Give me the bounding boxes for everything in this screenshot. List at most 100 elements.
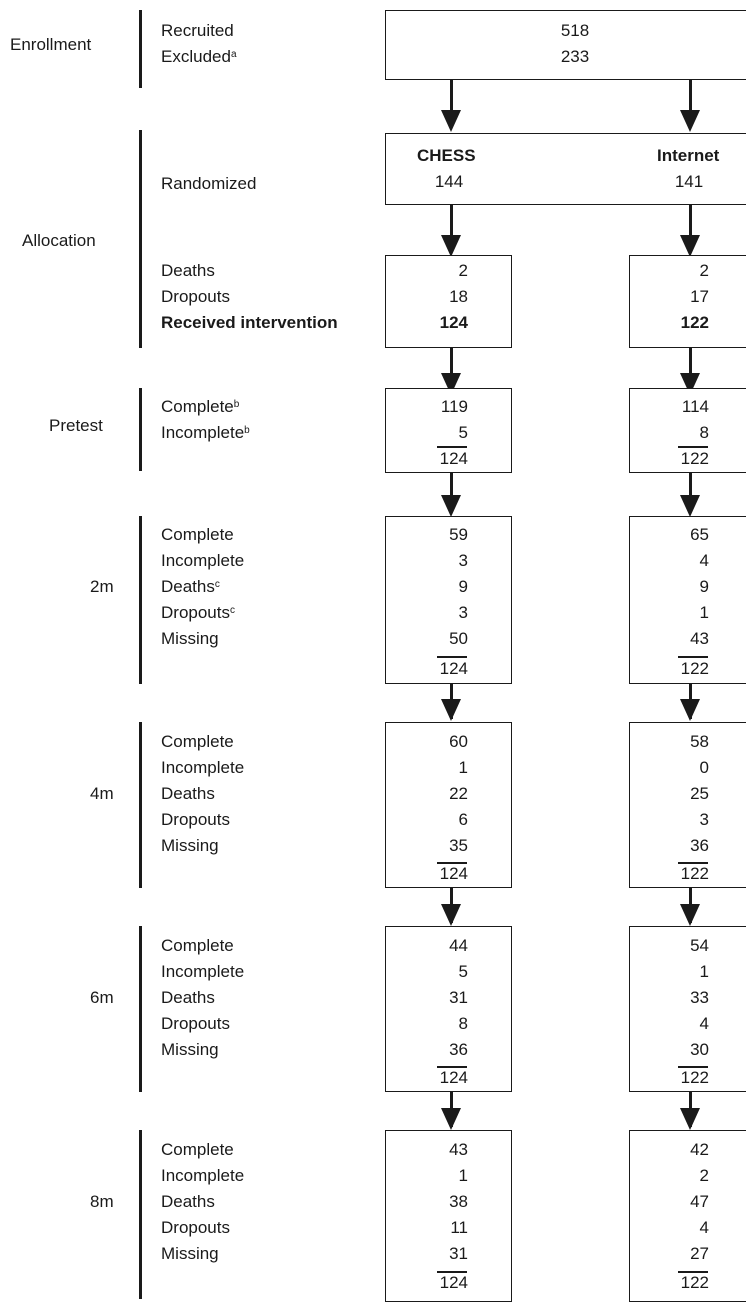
- internet-received: 122: [680, 313, 709, 332]
- stage-divider: [139, 388, 142, 471]
- deaths-text: Deaths: [161, 577, 215, 596]
- chess-pretest-total: 124: [439, 449, 468, 468]
- stage-divider: [139, 1130, 142, 1299]
- stage-label-8m: 8m: [90, 1192, 114, 1211]
- internet-6m-box: [629, 926, 746, 1092]
- recruited-label: Recruited: [161, 21, 234, 40]
- stage-label-pretest: Pretest: [49, 416, 103, 435]
- footnote-c: c: [214, 579, 220, 590]
- chess-4m-value: 22: [449, 784, 468, 803]
- chess-4m-value: 1: [458, 758, 468, 777]
- row-label-complete: Complete: [161, 732, 234, 751]
- chess-pretest-incomplete: 5: [458, 423, 468, 442]
- internet-allocation-box: [629, 255, 746, 348]
- internet-6m-value: 30: [690, 1040, 709, 1059]
- internet-2m-value: 9: [699, 577, 709, 596]
- excluded-value: 233: [560, 47, 590, 66]
- chess-8m-value: 1: [458, 1166, 468, 1185]
- randomized-box: [385, 133, 746, 205]
- chess-6m-value: 5: [458, 962, 468, 981]
- internet-8m-value: 2: [699, 1166, 709, 1185]
- internet-randomized: 141: [674, 172, 704, 191]
- chess-deaths: 2: [458, 261, 468, 280]
- total-rule: [678, 656, 708, 658]
- pretest-incomplete-label: Incompleteb: [161, 420, 250, 446]
- dropouts-text: Dropouts: [161, 603, 230, 622]
- footnote-a: a: [230, 49, 237, 60]
- chess-received: 124: [439, 313, 468, 332]
- received-intervention-label: Received intervention: [161, 313, 338, 332]
- chess-2m-total: 124: [439, 659, 468, 678]
- row-label-dropouts: Dropoutsc: [161, 600, 235, 626]
- row-label-complete: Complete: [161, 525, 234, 544]
- internet-6m-value: 33: [690, 988, 709, 1007]
- chess-2m-box: [385, 516, 512, 684]
- internet-pretest-total: 122: [680, 449, 709, 468]
- stage-divider: [139, 926, 142, 1092]
- chess-dropouts: 18: [449, 287, 468, 306]
- internet-8m-value: 27: [690, 1244, 709, 1263]
- recruited-value: 518: [560, 21, 590, 40]
- chess-6m-value: 31: [449, 988, 468, 1007]
- internet-4m-box: [629, 722, 746, 888]
- internet-8m-value: 4: [699, 1218, 709, 1237]
- stage-label-6m: 6m: [90, 988, 114, 1007]
- total-rule: [437, 656, 467, 658]
- dropouts-label: Dropouts: [161, 287, 230, 306]
- stage-divider: [139, 130, 142, 348]
- internet-6m-value: 4: [699, 1014, 709, 1033]
- chess-2m-value: 59: [449, 525, 468, 544]
- stage-label-enrollment: Enrollment: [10, 35, 92, 54]
- chess-header: CHESS: [417, 146, 476, 165]
- row-label-dropouts: Dropouts: [161, 1014, 230, 1033]
- row-label-complete: Complete: [161, 1140, 234, 1159]
- chess-2m-value: 3: [458, 603, 468, 622]
- chess-8m-box: [385, 1130, 512, 1302]
- row-label-incomplete: Incomplete: [161, 1166, 245, 1185]
- chess-2m-value: 50: [449, 629, 468, 648]
- chess-8m-total: 124: [439, 1273, 468, 1292]
- internet-4m-value: 0: [699, 758, 709, 777]
- chess-6m-value: 44: [449, 936, 468, 955]
- chess-4m-total: 124: [439, 864, 468, 883]
- internet-4m-total: 122: [680, 864, 709, 883]
- row-label-missing: Missing: [161, 1244, 219, 1263]
- total-rule: [678, 1271, 708, 1273]
- internet-4m-value: 25: [690, 784, 709, 803]
- footnote-c: c: [229, 605, 235, 616]
- row-label-incomplete: Incomplete: [161, 551, 245, 570]
- row-label-deaths: Deathsc: [161, 574, 220, 600]
- internet-8m-box: [629, 1130, 746, 1302]
- deaths-label: Deaths: [161, 261, 215, 280]
- internet-2m-value: 1: [699, 603, 709, 622]
- chess-2m-value: 3: [458, 551, 468, 570]
- internet-header: Internet: [657, 146, 720, 165]
- total-rule: [678, 446, 708, 448]
- row-label-complete: Complete: [161, 936, 234, 955]
- internet-4m-value: 3: [699, 810, 709, 829]
- chess-8m-value: 11: [450, 1218, 468, 1237]
- chess-2m-value: 9: [458, 577, 468, 596]
- chess-8m-value: 31: [449, 1244, 468, 1263]
- row-label-missing: Missing: [161, 629, 219, 648]
- excluded-label: Excludeda: [161, 44, 237, 70]
- pretest-complete-label: Completeb: [161, 394, 239, 420]
- chess-4m-value: 60: [449, 732, 468, 751]
- stage-divider: [139, 722, 142, 888]
- row-label-missing: Missing: [161, 836, 219, 855]
- row-label-incomplete: Incomplete: [161, 962, 245, 981]
- internet-4m-value: 58: [690, 732, 709, 751]
- total-rule: [678, 1066, 708, 1068]
- stage-label-2m: 2m: [90, 577, 114, 596]
- total-rule: [437, 1271, 467, 1273]
- stage-divider: [139, 516, 142, 684]
- chess-pretest-box: [385, 388, 512, 473]
- internet-2m-value: 65: [690, 525, 709, 544]
- complete-text: Complete: [161, 397, 234, 416]
- internet-4m-value: 36: [690, 836, 709, 855]
- internet-pretest-box: [629, 388, 746, 473]
- chess-6m-value: 36: [449, 1040, 468, 1059]
- chess-8m-value: 43: [449, 1140, 468, 1159]
- randomized-label: Randomized: [161, 174, 257, 193]
- internet-6m-value: 1: [699, 962, 709, 981]
